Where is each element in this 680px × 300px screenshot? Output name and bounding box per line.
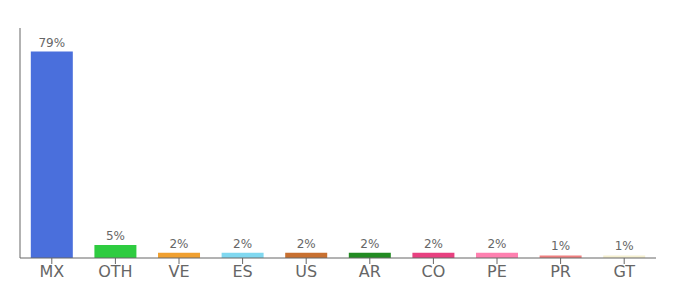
svg-text:PE: PE [487,262,507,281]
svg-text:1%: 1% [615,239,634,253]
svg-text:CO: CO [422,262,446,281]
svg-text:PR: PR [550,262,571,281]
svg-text:VE: VE [168,262,189,281]
svg-text:AR: AR [359,262,381,281]
svg-text:US: US [295,262,317,281]
svg-text:MX: MX [39,262,64,281]
svg-text:2%: 2% [297,237,316,251]
svg-text:2%: 2% [487,237,506,251]
svg-text:79%: 79% [38,36,65,50]
svg-text:2%: 2% [360,237,379,251]
svg-text:5%: 5% [106,229,125,243]
svg-text:1%: 1% [551,239,570,253]
svg-text:OTH: OTH [98,262,132,281]
svg-text:ES: ES [232,262,252,281]
svg-text:2%: 2% [169,237,188,251]
svg-text:2%: 2% [424,237,443,251]
svg-text:GT: GT [613,262,635,281]
svg-text:2%: 2% [233,237,252,251]
